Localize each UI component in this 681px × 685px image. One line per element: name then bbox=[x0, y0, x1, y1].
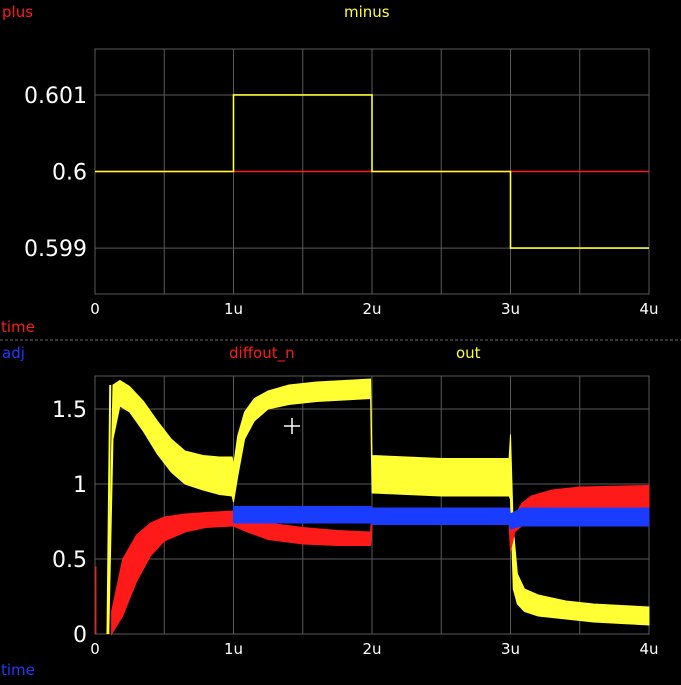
x-tick-label: 1u bbox=[224, 640, 243, 658]
series-line-minus bbox=[95, 94, 649, 249]
x-axis-label-bottom: time bbox=[1, 661, 35, 679]
series-top bbox=[95, 94, 649, 249]
x-tick-label: 4u bbox=[639, 300, 658, 318]
crosshair-cursor[interactable] bbox=[284, 418, 300, 434]
y-tick-label: 0.599 bbox=[24, 237, 87, 262]
x-tick-label: 3u bbox=[501, 300, 520, 318]
legend-diffout-n: diffout_n bbox=[229, 344, 295, 363]
x-tick-label: 0 bbox=[90, 640, 100, 658]
series-band-adj bbox=[233, 506, 650, 530]
x-tick-label: 3u bbox=[501, 640, 520, 658]
x-ticks-top: 0 1u 2u 3u 4u bbox=[90, 300, 658, 318]
x-tick-label: 2u bbox=[362, 300, 381, 318]
series-line-out-startup bbox=[106, 384, 112, 635]
legend-adj: adj bbox=[2, 344, 25, 362]
legend-out: out bbox=[456, 344, 481, 362]
y-tick-label: 1.5 bbox=[52, 398, 87, 423]
y-ticks-bottom: 1.5 1 0.5 0 bbox=[52, 398, 87, 648]
y-tick-label: 1 bbox=[73, 473, 87, 498]
series-bottom bbox=[94, 378, 650, 636]
y-tick-label: 0.6 bbox=[52, 161, 87, 186]
panel-input-signals: plus minus 0.601 0.6 0.599 0 1u 2u 3u 4u time bbox=[1, 3, 659, 336]
x-tick-label: 1u bbox=[224, 300, 243, 318]
legend-plus: plus bbox=[2, 3, 33, 21]
x-axis-label-top: time bbox=[1, 318, 35, 336]
x-tick-label: 2u bbox=[362, 640, 381, 658]
y-tick-label: 0.601 bbox=[24, 84, 87, 109]
x-ticks-bottom: 0 1u 2u 3u 4u bbox=[90, 640, 658, 658]
grid-bottom bbox=[94, 375, 650, 635]
y-ticks-top: 0.601 0.6 0.599 bbox=[24, 84, 87, 262]
y-tick-label: 0 bbox=[73, 623, 87, 648]
legend-minus: minus bbox=[344, 3, 390, 21]
series-band-out bbox=[108, 378, 650, 635]
y-tick-label: 0.5 bbox=[52, 548, 87, 573]
x-tick-label: 4u bbox=[639, 640, 658, 658]
x-tick-label: 0 bbox=[90, 300, 100, 318]
panel-output-signals: adj diffout_n out 1.5 1 0.5 0 0 1u 2u 3u 4u tim… bbox=[1, 344, 659, 679]
